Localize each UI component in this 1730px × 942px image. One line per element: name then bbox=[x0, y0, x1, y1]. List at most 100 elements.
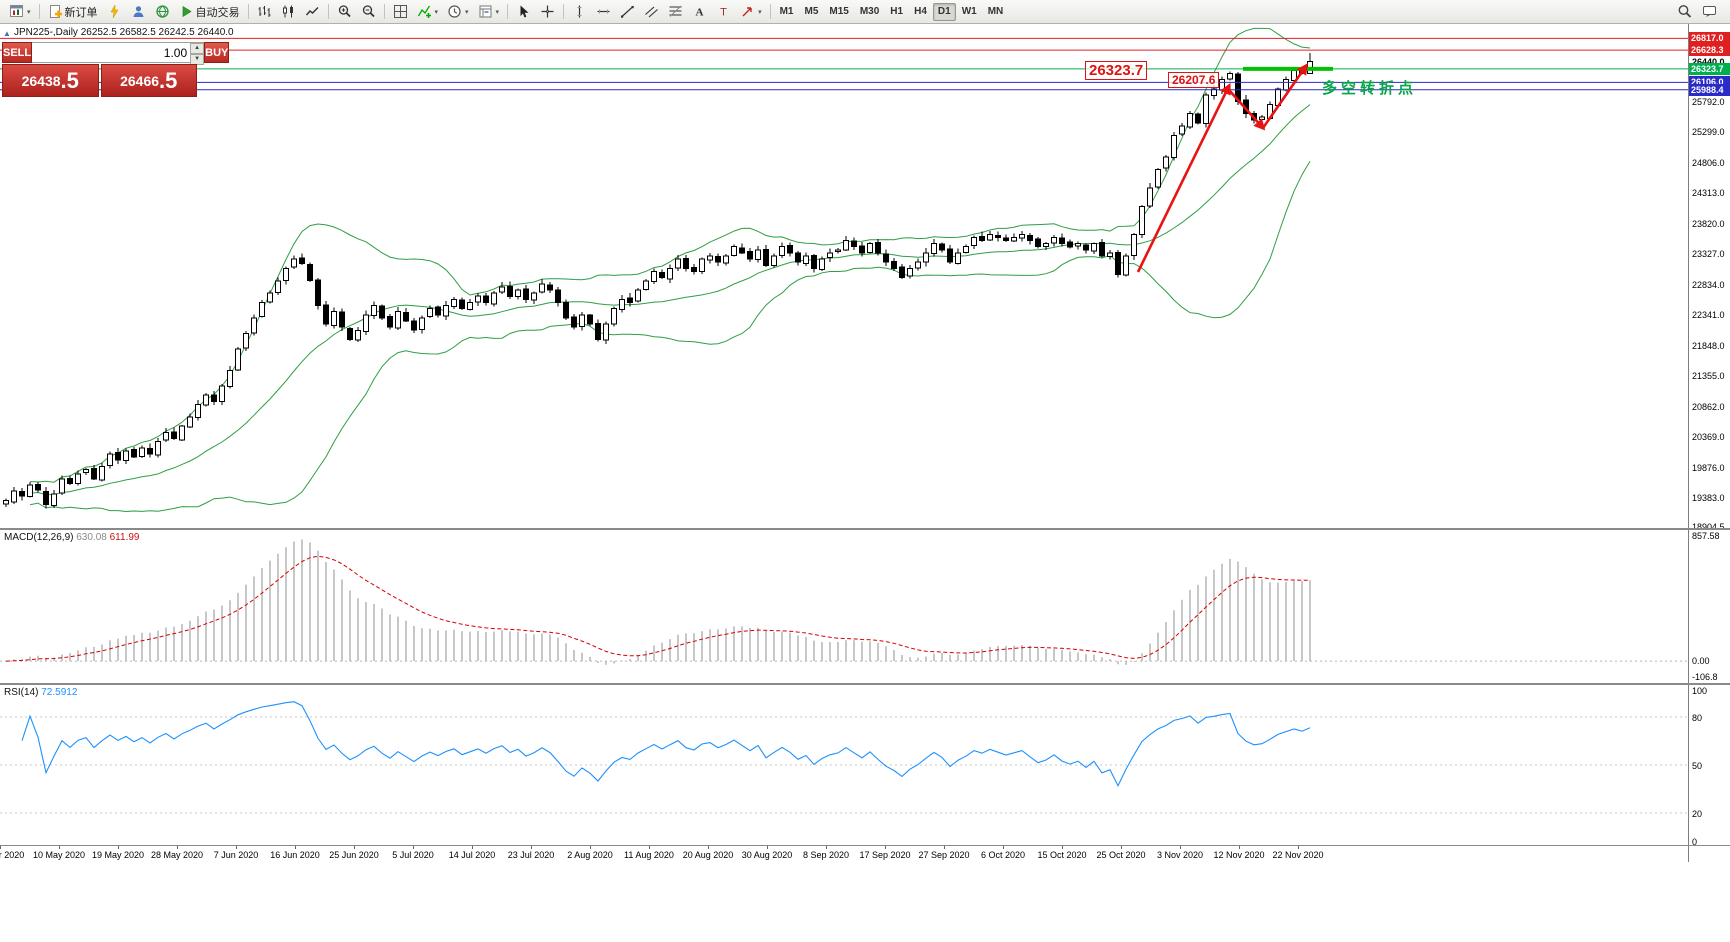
timeframe-MN-button[interactable]: MN bbox=[987, 6, 1004, 17]
main-chart-pane[interactable]: ▲ JPN225-,Daily 26252.5 26582.5 26242.5 … bbox=[0, 24, 1688, 528]
time-axis[interactable]: 30 Apr 2020 10 May 2020 19 May 2020 28 May … bbox=[0, 846, 1688, 862]
chevron-down-icon: ▾ bbox=[495, 8, 500, 16]
pane-splitter[interactable] bbox=[0, 683, 1730, 685]
macd-signal-line bbox=[5, 555, 1311, 662]
toolbar-vertical-line-button[interactable] bbox=[568, 2, 591, 22]
time-tick bbox=[1180, 846, 1181, 849]
one-click-collapse-icon[interactable]: ▲ bbox=[3, 29, 11, 38]
rsi-scale-label: 0 bbox=[1692, 837, 1698, 847]
candlestick-chart-canvas bbox=[0, 27, 1688, 513]
toolbar-cursor-button[interactable] bbox=[512, 2, 535, 22]
chevron-down-icon: ▾ bbox=[27, 8, 31, 16]
channel-icon bbox=[645, 6, 658, 18]
toolbar-line-chart-button[interactable] bbox=[301, 2, 324, 22]
chevron-down-icon: ▾ bbox=[758, 8, 762, 16]
textT-icon: T bbox=[720, 7, 727, 19]
time-tick bbox=[118, 846, 119, 849]
new-chart-icon bbox=[10, 5, 23, 17]
toolbar-autotrade-button[interactable]: 自动交易 bbox=[175, 2, 244, 22]
rsi-pane[interactable]: RSI(14) 72.5912 bbox=[0, 685, 1688, 845]
toolbar-profile-button[interactable] bbox=[127, 2, 150, 22]
toolbar-horizontal-line-button[interactable] bbox=[592, 2, 615, 22]
toolbar-separator bbox=[327, 4, 329, 19]
volume-decrease-button[interactable]: ▼ bbox=[190, 54, 205, 65]
bars-icon bbox=[258, 6, 271, 17]
toolbar-tile-windows-button[interactable] bbox=[389, 2, 412, 22]
rsi-line bbox=[21, 701, 1311, 787]
toolbar-indicators-button[interactable]: ▾ bbox=[413, 2, 443, 22]
macd-scale-label: 0.00 bbox=[1692, 656, 1710, 666]
line-icon bbox=[305, 7, 319, 16]
time-tick bbox=[1003, 846, 1004, 849]
buy-price-display[interactable]: 26466.5 bbox=[100, 64, 197, 97]
user-icon bbox=[133, 6, 144, 17]
bollinger-lower-band bbox=[29, 160, 1311, 513]
macd-scale-label: 857.58 bbox=[1692, 531, 1720, 541]
timeframe-M30-button[interactable]: M30 bbox=[859, 6, 880, 17]
volume-increase-button[interactable]: ▲ bbox=[190, 43, 205, 54]
toolbar-candle-chart-button[interactable] bbox=[277, 2, 300, 22]
toolbar-equidistant-channel-button[interactable] bbox=[640, 2, 663, 22]
bollinger-upper-band bbox=[29, 27, 1311, 483]
time-tick-label: 23 Jul 2020 bbox=[507, 850, 555, 860]
sell-price-display[interactable]: 26438.5 bbox=[2, 64, 99, 97]
time-tick bbox=[236, 846, 237, 849]
toolbar-zoom-in-button[interactable] bbox=[333, 2, 356, 22]
time-tick bbox=[649, 846, 650, 849]
time-tick bbox=[177, 846, 178, 849]
toolbar-chat-button[interactable] bbox=[1698, 2, 1721, 22]
buy-button[interactable]: BUY bbox=[204, 42, 230, 63]
macd-pane[interactable]: MACD(12,26,9) 630.08 611.99 bbox=[0, 530, 1688, 683]
rsi-scale-label: 80 bbox=[1692, 713, 1703, 723]
time-tick bbox=[590, 846, 591, 849]
price-tag: 26323.7 bbox=[1689, 63, 1730, 75]
cursor-icon bbox=[520, 5, 529, 18]
toolbar-zoom-out-button[interactable] bbox=[357, 2, 380, 22]
toolbar-separator bbox=[507, 4, 509, 19]
time-tick-label: 30 Apr 2020 bbox=[0, 850, 25, 860]
toolbar-new-order-button[interactable]: 新订单 bbox=[44, 2, 102, 22]
price-tick-label: 18904.5 bbox=[1692, 522, 1725, 532]
time-tick-label: 16 Jun 2020 bbox=[270, 850, 320, 860]
toolbar-autotrade-label: 自动交易 bbox=[195, 6, 240, 19]
time-tick-label: 30 Aug 2020 bbox=[741, 850, 793, 860]
toolbar-crosshair-button[interactable] bbox=[536, 2, 559, 22]
timeframe-H1-button[interactable]: H1 bbox=[890, 6, 904, 17]
bollinger-middle-band bbox=[29, 104, 1311, 496]
toolbar-quick-charts-button[interactable] bbox=[103, 2, 126, 22]
time-tick-label: 28 May 2020 bbox=[150, 850, 204, 860]
toolbar-trendline-button[interactable] bbox=[616, 2, 639, 22]
toolbar-arrows-button[interactable]: ▾ bbox=[736, 2, 766, 22]
time-tick-label: 5 Jul 2020 bbox=[392, 850, 434, 860]
price-tick-label: 22341.0 bbox=[1692, 310, 1725, 320]
toolbar-fibonacci-button[interactable] bbox=[664, 2, 687, 22]
time-tick-label: 19 May 2020 bbox=[91, 850, 145, 860]
toolbar-templates-button[interactable]: ▾ bbox=[474, 2, 504, 22]
timeframe-H4-button[interactable]: H4 bbox=[914, 6, 927, 17]
toolbar-bar-chart-button[interactable] bbox=[253, 2, 276, 22]
price-tick-label: 19876.0 bbox=[1692, 463, 1725, 473]
textA-icon: A bbox=[696, 7, 704, 19]
pane-splitter[interactable] bbox=[0, 528, 1730, 530]
timeframe-M5-button[interactable]: M5 bbox=[804, 6, 819, 17]
zoom-in-icon bbox=[338, 5, 351, 18]
time-tick bbox=[531, 846, 532, 849]
price-tick-label: 22834.0 bbox=[1692, 280, 1725, 290]
toolbar-text-label-button[interactable]: T bbox=[712, 2, 735, 22]
volume-field: ▲ ▼ bbox=[32, 42, 205, 65]
toolbar-text-button[interactable]: A bbox=[688, 2, 711, 22]
time-tick-label: 20 Aug 2020 bbox=[682, 850, 734, 860]
sell-button[interactable]: SELL bbox=[2, 42, 33, 63]
timeframe-M15-button[interactable]: M15 bbox=[829, 6, 849, 17]
toolbar-community-button[interactable] bbox=[151, 2, 174, 22]
timeframe-D1-button[interactable]: D1 bbox=[932, 2, 956, 21]
price-annotation-26323: 26323.7 bbox=[1085, 61, 1148, 80]
timeframe-M1-button[interactable]: M1 bbox=[779, 6, 794, 17]
toolbar-search-button[interactable] bbox=[1673, 2, 1696, 22]
toolbar-new-chart-button[interactable]: ▾ bbox=[5, 2, 35, 22]
price-axis[interactable]: 26817.0 26628.3 26440.0 26323.7 26106.0 25988… bbox=[1688, 24, 1730, 862]
toolbar-periods-button[interactable]: ▾ bbox=[443, 2, 473, 22]
current-price-label: 26440.0 bbox=[1692, 57, 1725, 67]
volume-input[interactable] bbox=[32, 43, 191, 62]
timeframe-W1-button[interactable]: W1 bbox=[961, 6, 977, 17]
